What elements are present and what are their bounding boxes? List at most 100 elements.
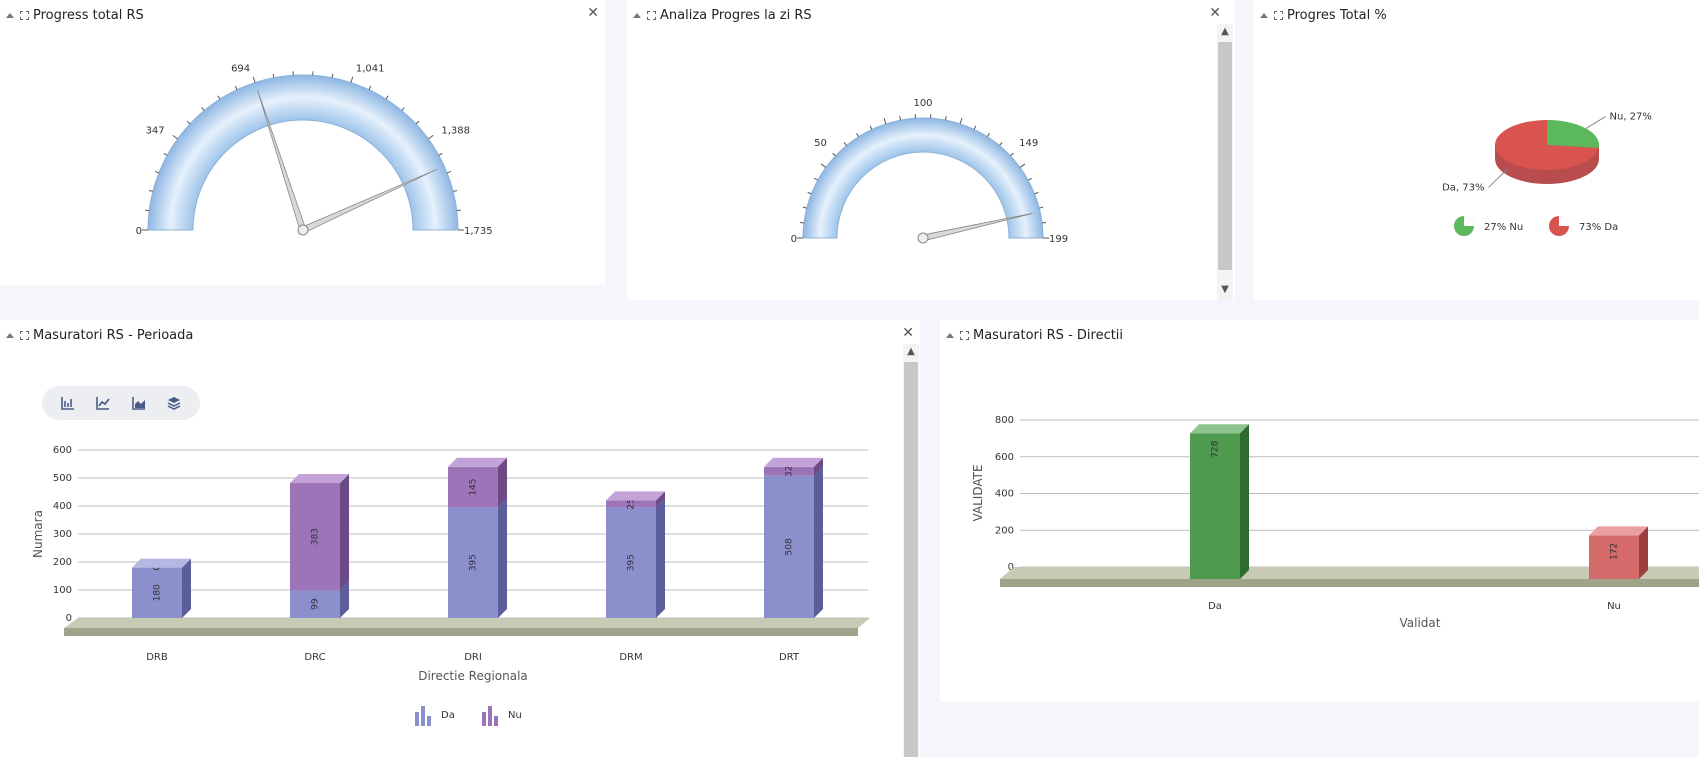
collapse-icon[interactable] (946, 332, 954, 338)
bar-chart-icon[interactable] (57, 392, 79, 414)
chart-floor-top (1000, 567, 1699, 579)
bar-da-drm[interactable] (606, 507, 656, 618)
panel-title: Progres Total % (1287, 7, 1387, 23)
legend-swatch-da (415, 706, 431, 726)
y-tick-label: 500 (53, 473, 72, 484)
y-tick-label: 0 (1008, 562, 1014, 573)
y-tick-label: 300 (53, 529, 72, 540)
pie-slice-da[interactable] (1495, 120, 1599, 170)
bar-nu[interactable] (1589, 535, 1639, 579)
gauge-tick (331, 73, 334, 78)
gauge-tick (163, 152, 168, 156)
scroll-down-icon[interactable]: ▼ (1221, 284, 1229, 295)
bar-top (132, 558, 191, 568)
bar-value-label: 145 (469, 479, 479, 496)
bar-da-drb[interactable] (132, 567, 182, 618)
gauge-tick (802, 206, 807, 209)
close-icon[interactable]: ✕ (902, 325, 914, 341)
scroll-up-icon[interactable]: ▲ (907, 346, 915, 357)
expand-icon[interactable] (1274, 10, 1283, 20)
legend-item-nu[interactable]: Nu (480, 704, 522, 726)
pie-slice-nu[interactable] (1547, 120, 1599, 149)
gauge-tick (428, 134, 434, 140)
bar-top (1589, 526, 1648, 536)
gauge-tick-label: 0 (136, 226, 142, 237)
pie-legend-swatch-cut (1464, 216, 1474, 226)
panel-header: Masuratori RS - Directii (940, 320, 1699, 350)
panel-title: Masuratori RS - Perioada (33, 327, 194, 343)
y-tick-label: 400 (995, 489, 1014, 500)
bar-side (498, 498, 507, 618)
bar-nu-dri[interactable] (448, 466, 498, 508)
bar-value-label: 25 (627, 498, 637, 509)
gauge-tick (814, 177, 819, 181)
y-tick-label: 0 (66, 613, 72, 624)
gauge-tick (1019, 163, 1026, 168)
gauge-tick-label: 1,735 (464, 226, 493, 237)
area-chart-icon[interactable] (128, 392, 150, 414)
gauge-tick (272, 73, 275, 78)
bar-value-label: 383 (311, 528, 321, 545)
gauge-tick (1010, 152, 1014, 157)
pie-legend-item-nu[interactable]: 27% Nu (1454, 216, 1523, 236)
gauge-tick (1034, 191, 1039, 195)
bar-top (1190, 424, 1249, 434)
expand-icon[interactable] (960, 330, 969, 340)
vertical-scrollbar[interactable]: ▲ (903, 344, 919, 757)
gauge-tick (999, 142, 1003, 146)
bar-nu-drt[interactable] (764, 466, 814, 476)
bar-side (340, 581, 349, 618)
gauge-tick (415, 120, 420, 125)
bar-nu-drm[interactable] (606, 500, 656, 508)
gauge-tick (186, 120, 191, 125)
gauge-tick (832, 152, 836, 157)
stacked-layers-icon[interactable] (163, 392, 185, 414)
y-tick-label: 600 (995, 452, 1014, 463)
line-chart-icon[interactable] (92, 392, 114, 414)
pie-legend-item-da[interactable]: 73% Da (1549, 216, 1618, 236)
legend-item-da[interactable]: Da (413, 704, 455, 726)
x-tick-label: Nu (1607, 601, 1621, 612)
gauge-tick (807, 191, 812, 195)
scrollbar-thumb[interactable] (1218, 42, 1232, 270)
bar-value-label: 180 (153, 584, 163, 601)
collapse-icon[interactable] (6, 12, 14, 18)
bar-side (498, 457, 507, 508)
bar-da-drt[interactable] (764, 475, 814, 618)
vertical-scrollbar[interactable]: ▲ ▼ (1217, 24, 1233, 300)
gauge-tick (869, 125, 873, 130)
bar-nu-drc[interactable] (290, 483, 340, 591)
bar-value-label: 508 (785, 538, 795, 555)
panel-progres-procent: Progres Total % Nu, 27% Da, 73% 27% Nu 73% … (1254, 0, 1699, 300)
close-icon[interactable]: ✕ (1209, 5, 1221, 21)
bar-da-dri[interactable] (448, 507, 498, 618)
panel-title: Masuratori RS - Directii (973, 327, 1124, 343)
gauge-tick-label: 149 (1019, 138, 1038, 149)
expand-icon[interactable] (20, 10, 29, 20)
scrollbar-thumb[interactable] (904, 362, 918, 757)
collapse-icon[interactable] (1260, 12, 1268, 18)
x-axis-label: Directie Regionala (418, 669, 528, 683)
expand-icon[interactable] (20, 330, 29, 340)
scroll-up-icon[interactable]: ▲ (1221, 26, 1229, 37)
collapse-icon[interactable] (633, 12, 641, 18)
bar-side (814, 466, 823, 618)
close-icon[interactable]: ✕ (587, 5, 599, 21)
x-tick-label: DRB (146, 652, 168, 663)
bar-side (340, 474, 349, 591)
panel-title: Progress total RS (33, 7, 144, 23)
expand-icon[interactable] (647, 10, 656, 20)
y-tick-label: 100 (53, 585, 72, 596)
bar-da-drc[interactable] (290, 590, 340, 618)
pie-callout-label: Da, 73% (1442, 182, 1484, 193)
bar-side (656, 491, 665, 508)
gauge-tick (843, 142, 847, 146)
x-axis-label: Validat (1400, 616, 1441, 630)
y-tick-label: 800 (995, 415, 1014, 426)
collapse-icon[interactable] (6, 332, 14, 338)
chart-type-toolbar (42, 386, 200, 420)
bar-da[interactable] (1190, 433, 1240, 579)
gauge-tick (252, 76, 256, 83)
y-axis-label: VALIDATE (971, 464, 985, 521)
legend-label-da: Da (441, 709, 455, 721)
